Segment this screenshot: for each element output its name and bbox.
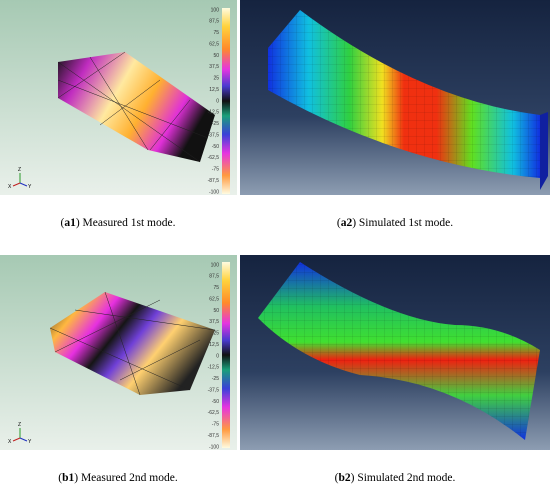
beam-mesh [268,10,540,178]
colorbar-label: -87,5 [208,433,220,439]
colorbar-label: 75 [213,285,219,291]
colorbar-label: -37,5 [208,387,220,393]
colorbar-label: 37,5 [209,319,219,325]
caption: (a2) Simulated 1st mode. [337,217,453,229]
axis [19,437,28,442]
colorbar-label: 12,5 [209,342,219,348]
colorbar-label: 62,5 [209,41,219,47]
colorbar-label: -87,5 [208,178,220,184]
beam-side [540,112,548,190]
colorbar-label: 100 [211,262,220,268]
colorbar-label: -12,5 [208,365,220,371]
caption-text: ) Simulated 1st mode. [352,217,453,229]
colorbar-label: 37,5 [209,64,219,70]
colorbar-label: -25 [212,121,219,127]
colorbar-label: 50 [213,308,219,314]
axis-label: Z [18,167,21,173]
colorbar-label: 87,5 [209,19,219,25]
colorbar-label: -62,5 [208,410,220,416]
colorbar-label: -25 [212,376,219,382]
colorbar-label: -62,5 [208,155,220,161]
beam-mesh [258,262,540,440]
colorbar-label: -100 [209,444,219,450]
caption: (b1) Measured 2nd mode. [58,472,178,484]
colorbar-label: 50 [213,53,219,59]
caption-open: ( [58,472,62,484]
triad: Z X Y [8,422,32,445]
caption-label: b1 [62,472,74,484]
colorbar-label: 87,5 [209,274,219,280]
mesh [57,51,209,163]
colorbar-label: -12,5 [208,110,220,116]
captions: (a1) Measured 1st mode. (a2) Simulated 1s… [58,217,455,484]
colorbar-label: 62,5 [209,296,219,302]
caption-open: ( [61,217,65,229]
caption: (a1) Measured 1st mode. [61,217,176,229]
colorbar [222,262,230,448]
caption-label: b2 [338,472,350,484]
axis-label: Y [28,184,32,190]
axis [12,182,21,187]
plate [50,292,215,395]
caption-text: ) Measured 2nd mode. [74,472,178,484]
mesh [49,291,216,396]
caption-open: ( [337,217,341,229]
colorbar [222,8,230,194]
colorbar-label: 0 [216,353,219,359]
axis-label: X [8,439,12,445]
colorbar-label: -50 [212,144,219,150]
colorbar-label: 75 [213,30,219,36]
colorbar-label: -100 [209,189,219,195]
colorbar-label: -75 [212,422,219,428]
caption-label: a1 [64,217,76,229]
caption: (b2) Simulated 2nd mode. [335,472,456,484]
caption-text: ) Measured 1st mode. [76,217,176,229]
colorbar-label: -50 [212,399,219,405]
colorbar-label: -37,5 [208,132,220,138]
colorbar-label: 0 [216,98,219,104]
caption-open: ( [335,472,339,484]
caption-label: a2 [341,217,353,229]
colorbar-label: 100 [211,7,220,13]
plate [58,52,215,162]
caption-text: ) Simulated 2nd mode. [351,472,456,484]
axis-label: Y [28,439,32,445]
axis [12,437,21,442]
axis [19,182,28,187]
triad: Z X Y [8,167,32,190]
axis-label: Z [18,422,21,428]
colorbar-label: 12,5 [209,87,219,93]
colorbar-label: 25 [213,76,219,82]
axis-label: X [8,184,12,190]
colorbar-label: -75 [212,167,219,173]
colorbar-label: 25 [213,331,219,337]
